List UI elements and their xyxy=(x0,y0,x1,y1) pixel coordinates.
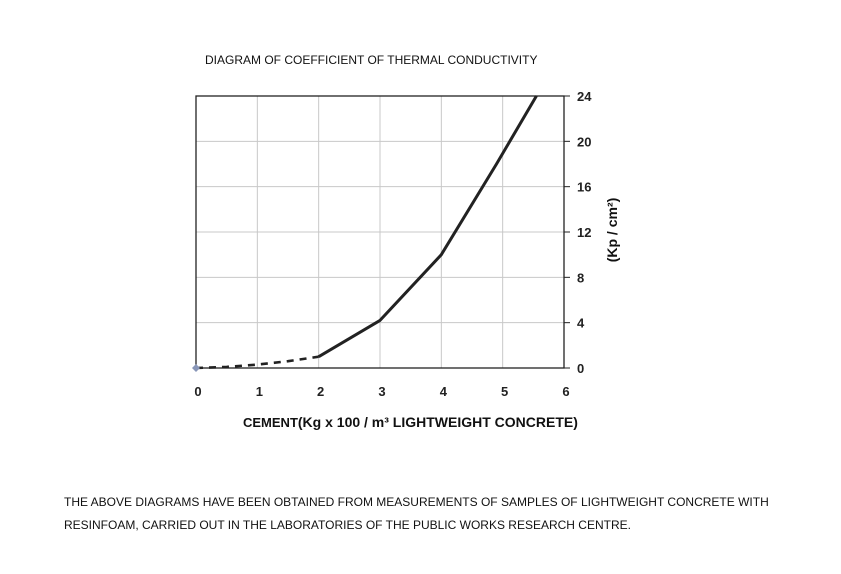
x-tick-label-4: 4 xyxy=(440,384,448,399)
y-tick-label-24: 24 xyxy=(577,89,592,104)
x-axis-label: CEMENT(Kg x 100 / m³ LIGHTWEIGHT CONCRET… xyxy=(243,414,578,430)
origin-marker xyxy=(192,364,200,372)
x-axis-label-prefix: CEMENT xyxy=(243,415,298,430)
footnote: THE ABOVE DIAGRAMS HAVE BEEN OBTAINED FR… xyxy=(64,495,769,532)
x-tick-label-3: 3 xyxy=(378,384,385,399)
y-tick-label-12: 12 xyxy=(577,225,591,240)
y-axis-label: (Kp / cm²) xyxy=(604,197,620,263)
y-tick-label-20: 20 xyxy=(577,134,591,149)
y-tick-label-8: 8 xyxy=(577,270,584,285)
x-tick-label-6: 6 xyxy=(562,384,569,399)
x-tick-label-1: 1 xyxy=(256,384,263,399)
y-tick-label-16: 16 xyxy=(577,180,591,195)
y-tick-label-4: 4 xyxy=(577,316,585,331)
x-axis-label-text: (Kg x 100 / m³ LIGHTWEIGHT CONCRETE) xyxy=(297,414,578,430)
x-tick-label-2: 2 xyxy=(317,384,324,399)
series-line-2-solid xyxy=(317,95,538,358)
chart-title: DIAGRAM OF COEFFICIENT OF THERMAL CONDUC… xyxy=(205,53,538,67)
x-tick-label-0: 0 xyxy=(194,384,201,399)
y-tick-label-0: 0 xyxy=(577,361,584,376)
x-tick-label-5: 5 xyxy=(501,384,508,399)
